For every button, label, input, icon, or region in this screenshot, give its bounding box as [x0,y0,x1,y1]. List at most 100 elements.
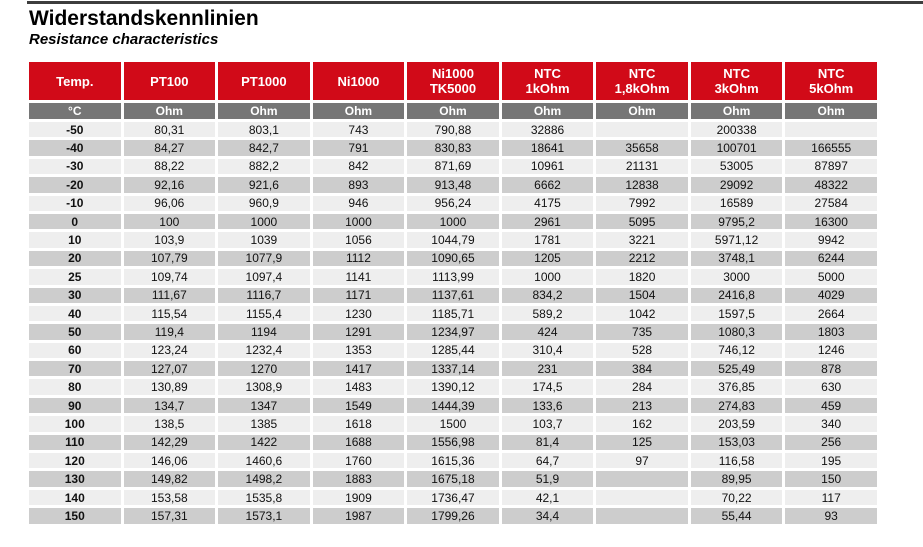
temp-cell: 30 [29,287,121,303]
value-cell: 589,2 [501,305,594,322]
value-cell: 1141 [312,269,405,285]
value-cell: 162 [596,416,688,432]
value-cell: 340 [785,416,877,432]
value-cell [596,489,688,506]
table-row: -30 88,22 882,2 842 871,69 10961 21131 53005 878… [29,158,877,175]
value-cell: 3748,1 [690,250,783,267]
value-cell: 134,7 [123,397,216,414]
column-unit-ntc-1kohm: Ohm [501,103,594,119]
value-cell: 1556,98 [407,434,499,451]
value-cell: 5000 [785,269,877,285]
value-cell: 153,58 [123,489,216,506]
value-cell: 1042 [596,305,688,322]
value-cell: 1549 [312,397,405,414]
value-cell: 746,12 [690,342,783,359]
value-cell: 424 [501,324,594,340]
value-cell: 1803 [785,324,877,340]
value-cell: 1291 [312,324,405,340]
value-cell: 89,95 [690,471,783,487]
value-cell: 1390,12 [407,379,499,395]
value-cell: 1137,61 [407,287,499,303]
temp-cell: 70 [29,361,121,377]
value-cell: 1483 [312,379,405,395]
table-row: 130 149,82 1498,2 1883 1675,18 51,9 89,95 150 [29,471,877,487]
table-row: -20 92,16 921,6 893 913,48 6662 12838 29092 4832… [29,177,877,193]
temp-cell: -50 [29,122,121,138]
table-row: -40 84,27 842,7 791 830,83 18641 35658 100701 16… [29,140,877,156]
value-cell: 1234,97 [407,324,499,340]
value-cell: 1385 [218,416,310,432]
value-cell: 93 [785,508,877,524]
value-cell: 213 [596,397,688,414]
page-title: Widerstandskennlinien [29,7,259,30]
value-cell: 1500 [407,416,499,432]
value-cell: 103,7 [501,416,594,432]
value-cell: 1597,5 [690,305,783,322]
value-cell: 6662 [501,177,594,193]
value-cell: 1337,14 [407,361,499,377]
value-cell: 2961 [501,213,594,230]
value-cell: 1039 [218,232,310,248]
table-row: 20 107,79 1077,9 1112 1090,65 1205 2212 3748,1 6… [29,250,877,267]
value-cell: 87897 [785,158,877,175]
value-cell: 735 [596,324,688,340]
value-cell: 64,7 [501,453,594,469]
top-rule [27,1,923,4]
value-cell: 1417 [312,361,405,377]
header-row-units: °C Ohm Ohm Ohm Ohm Ohm Ohm Ohm Ohm [29,103,877,119]
value-cell: 1205 [501,250,594,267]
value-cell: 100701 [690,140,783,156]
resistance-table-body: -50 80,31 803,1 743 790,88 32886 200338 -40 84,2… [29,122,877,524]
temp-cell: 60 [29,342,121,359]
value-cell: 133,6 [501,397,594,414]
value-cell: 1000 [312,213,405,230]
value-cell: 231 [501,361,594,377]
value-cell: 459 [785,397,877,414]
value-cell: 125 [596,434,688,451]
value-cell: 34,4 [501,508,594,524]
value-cell: 1077,9 [218,250,310,267]
value-cell: 1000 [501,269,594,285]
value-cell: 878 [785,361,877,377]
value-cell: 117 [785,489,877,506]
table-row: 40 115,54 1155,4 1230 1185,71 589,2 1042 1597,5… [29,305,877,322]
value-cell: 32886 [501,122,594,138]
column-unit-ni1000: Ohm [312,103,405,119]
value-cell [785,122,877,138]
temp-cell: -40 [29,140,121,156]
value-cell: 96,06 [123,195,216,211]
value-cell: 1112 [312,250,405,267]
value-cell: 1090,65 [407,250,499,267]
value-cell: 921,6 [218,177,310,193]
value-cell: 1573,1 [218,508,310,524]
value-cell: 1270 [218,361,310,377]
value-cell: 200338 [690,122,783,138]
column-unit-ntc-3kohm: Ohm [690,103,783,119]
column-header-pt1000: PT1000 [218,62,310,100]
value-cell: 92,16 [123,177,216,193]
value-cell: 12838 [596,177,688,193]
value-cell: 203,59 [690,416,783,432]
value-cell: 150 [785,471,877,487]
value-cell: 1000 [407,213,499,230]
value-cell: 21131 [596,158,688,175]
temp-cell: 20 [29,250,121,267]
value-cell: 51,9 [501,471,594,487]
table-row: 110 142,29 1422 1688 1556,98 81,4 125 153,03 256 [29,434,877,451]
value-cell: 97 [596,453,688,469]
value-cell: 1000 [218,213,310,230]
temp-cell: 0 [29,213,121,230]
value-cell: 893 [312,177,405,193]
resistance-table: Temp. PT100 PT1000 Ni1000 Ni1000 TK5000 NTC 1kO… [26,59,880,527]
value-cell: 2416,8 [690,287,783,303]
temp-cell: 90 [29,397,121,414]
column-unit-ni1000-tk5000: Ohm [407,103,499,119]
value-cell: 871,69 [407,158,499,175]
value-cell: 6244 [785,250,877,267]
value-cell: 116,58 [690,453,783,469]
value-cell: 1113,99 [407,269,499,285]
value-cell: 1688 [312,434,405,451]
temp-cell: 130 [29,471,121,487]
value-cell: 35658 [596,140,688,156]
value-cell: 3221 [596,232,688,248]
